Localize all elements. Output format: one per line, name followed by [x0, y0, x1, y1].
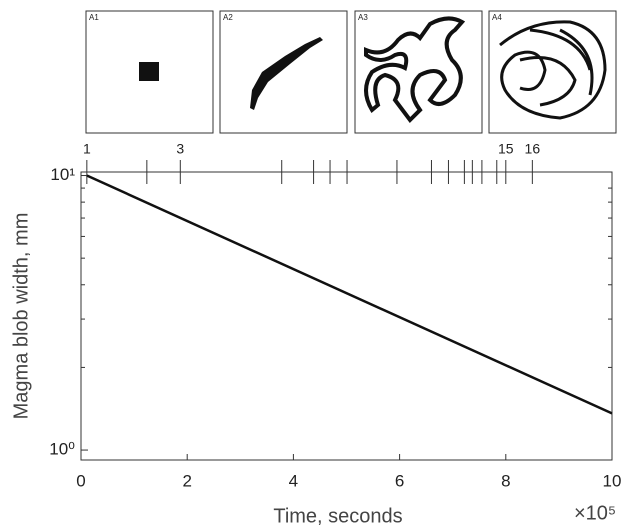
x-tick-label: 10: [603, 471, 622, 490]
x-tick-label: 0: [76, 471, 85, 490]
x-tick-label: 8: [501, 471, 510, 490]
panel-frame: [488, 10, 617, 134]
x-axis-label: Time, seconds: [273, 505, 402, 527]
panel-label: A1: [89, 13, 99, 22]
x-tick-label: 2: [182, 471, 191, 490]
panel-label: A3: [358, 13, 368, 22]
y-tick-label: 10¹: [50, 165, 75, 184]
y-axis-label: Magma blob width, mm: [10, 213, 32, 420]
panel-shape: [364, 16, 466, 124]
panel-label: A4: [492, 13, 502, 22]
panel-shape: [139, 62, 159, 81]
x-tick-label: 4: [289, 471, 298, 490]
panel-shape: [250, 37, 323, 110]
y-tick-label: 10⁰: [49, 440, 75, 459]
top-tick-label: 16: [525, 141, 541, 157]
panels: A1 A2 A3 A4: [85, 10, 617, 134]
x-multiplier: ×10⁵: [574, 502, 616, 524]
line: [86, 174, 613, 415]
top-tick-label: 15: [498, 141, 514, 157]
top-tick-label: 1: [83, 141, 91, 157]
top-tick-label: 3: [176, 141, 184, 157]
panel-frame: [219, 10, 348, 134]
x-tick-label: 6: [395, 471, 404, 490]
panel-shape: [499, 20, 607, 120]
plot-frame: [80, 171, 613, 461]
panel-label: A2: [223, 13, 233, 22]
